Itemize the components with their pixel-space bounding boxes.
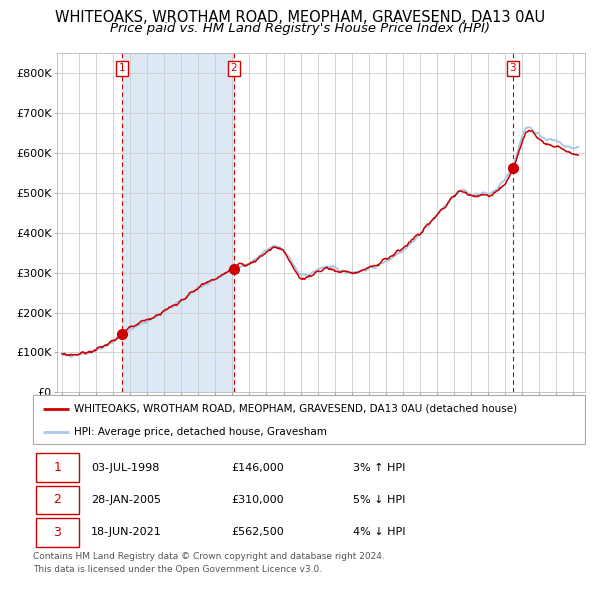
FancyBboxPatch shape: [36, 453, 79, 481]
Text: 2: 2: [53, 493, 61, 506]
Text: 3% ↑ HPI: 3% ↑ HPI: [353, 463, 406, 473]
Text: 2: 2: [230, 63, 237, 73]
Text: 3: 3: [509, 63, 516, 73]
Text: Price paid vs. HM Land Registry's House Price Index (HPI): Price paid vs. HM Land Registry's House …: [110, 22, 490, 35]
Text: 1: 1: [118, 63, 125, 73]
Text: 4% ↓ HPI: 4% ↓ HPI: [353, 527, 406, 537]
Text: HPI: Average price, detached house, Gravesham: HPI: Average price, detached house, Grav…: [74, 427, 327, 437]
Text: WHITEOAKS, WROTHAM ROAD, MEOPHAM, GRAVESEND, DA13 0AU: WHITEOAKS, WROTHAM ROAD, MEOPHAM, GRAVES…: [55, 10, 545, 25]
Text: 3: 3: [53, 526, 61, 539]
Bar: [122, 53, 233, 392]
Text: £146,000: £146,000: [232, 463, 284, 473]
Text: WHITEOAKS, WROTHAM ROAD, MEOPHAM, GRAVESEND, DA13 0AU (detached house): WHITEOAKS, WROTHAM ROAD, MEOPHAM, GRAVES…: [74, 404, 518, 414]
FancyBboxPatch shape: [36, 518, 79, 547]
Text: 18-JUN-2021: 18-JUN-2021: [91, 527, 162, 537]
Text: £310,000: £310,000: [232, 495, 284, 505]
Text: 5% ↓ HPI: 5% ↓ HPI: [353, 495, 406, 505]
FancyBboxPatch shape: [36, 486, 79, 514]
Text: 03-JUL-1998: 03-JUL-1998: [91, 463, 160, 473]
Text: 28-JAN-2005: 28-JAN-2005: [91, 495, 161, 505]
Text: Contains HM Land Registry data © Crown copyright and database right 2024.: Contains HM Land Registry data © Crown c…: [33, 552, 385, 561]
Text: This data is licensed under the Open Government Licence v3.0.: This data is licensed under the Open Gov…: [33, 565, 322, 574]
Text: £562,500: £562,500: [232, 527, 284, 537]
Text: 1: 1: [53, 461, 61, 474]
